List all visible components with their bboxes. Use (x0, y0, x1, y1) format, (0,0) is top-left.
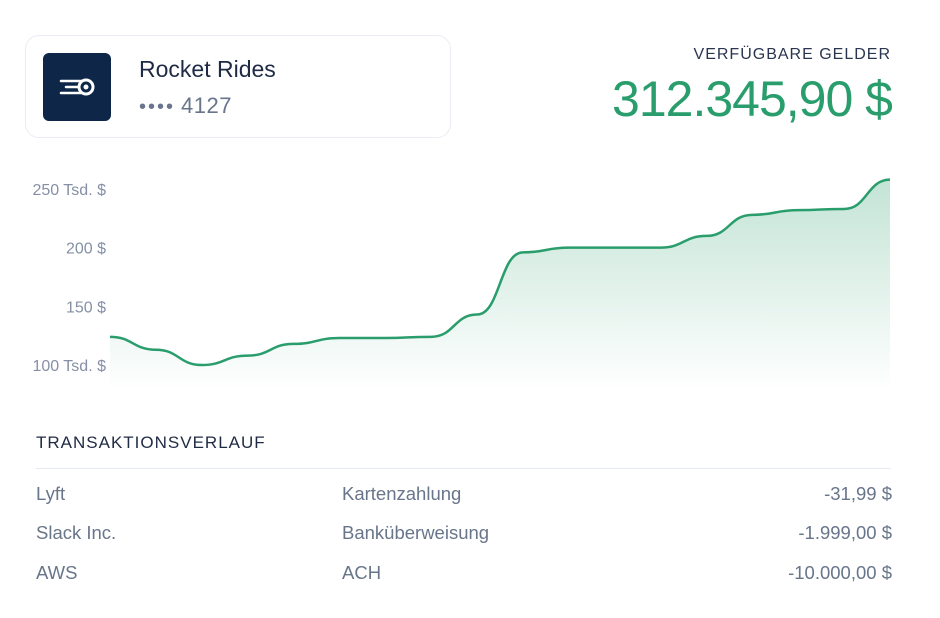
transactions-title: TRANSAKTIONSVERLAUF (36, 433, 266, 452)
balance-amount: 312.345,90 $ (612, 71, 893, 127)
chart-line (109, 178, 891, 367)
tx-amount: -1.999,00 $ (798, 522, 892, 543)
rocket-speed-icon (43, 53, 111, 121)
divider (36, 468, 891, 469)
masked-digits: •••• (139, 96, 176, 118)
tx-type: ACH (342, 562, 382, 583)
tx-name: AWS (36, 562, 78, 583)
tx-name: Lyft (36, 483, 66, 504)
account-card[interactable]: Rocket Rides •••• 4127 (25, 35, 451, 138)
y-tick-label: 150 $ (66, 299, 106, 316)
y-tick-label: 100 Tsd. $ (32, 358, 106, 375)
balance-label: VERFÜGBARE GELDER (693, 46, 891, 63)
balance-chart: 250 Tsd. $ 200 $ 150 $ 100 Tsd. $ (32, 178, 891, 390)
tx-amount: -10.000,00 $ (788, 562, 892, 583)
table-row[interactable]: Slack Inc. Banküberweisung -1.999,00 $ (36, 522, 892, 552)
tx-amount: -31,99 $ (824, 483, 892, 504)
table-row[interactable]: Lyft Kartenzahlung -31,99 $ (36, 483, 892, 513)
y-tick-label: 250 Tsd. $ (32, 182, 106, 199)
tx-name: Slack Inc. (36, 522, 117, 543)
table-row[interactable]: AWS ACH -10.000,00 $ (36, 562, 892, 592)
y-tick-label: 200 $ (66, 241, 106, 258)
tx-type: Banküberweisung (342, 522, 490, 543)
account-last4: 4127 (181, 93, 232, 118)
account-name: Rocket Rides (139, 56, 276, 82)
account-number: •••• 4127 (139, 93, 232, 119)
tx-type: Kartenzahlung (342, 483, 462, 504)
